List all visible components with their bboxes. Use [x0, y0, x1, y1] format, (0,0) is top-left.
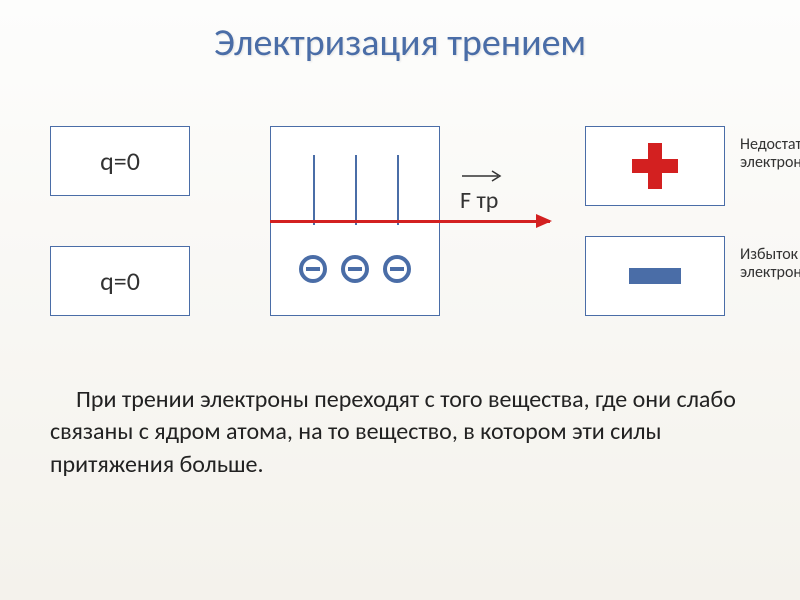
box-neutral-bottom: q=0	[50, 246, 190, 316]
q-label-top: q=0	[100, 145, 140, 177]
label-electron-deficit: Недостаток электронов	[740, 136, 800, 173]
body-paragraph: При трении электроны переходят с того ве…	[40, 384, 760, 481]
body-text-content: При трении электроны переходят с того ве…	[50, 385, 736, 479]
electron-path-line	[397, 155, 399, 225]
electron-path-line	[355, 155, 357, 225]
box-positive-charge	[585, 126, 725, 206]
box-neutral-top: q=0	[50, 126, 190, 196]
diagram-area: q=0 q=0 F тр Недостаток электронов Избыт…	[40, 96, 760, 366]
electron-icon	[383, 255, 411, 283]
electron-path-line	[313, 155, 315, 225]
electron-icon	[341, 255, 369, 283]
page-title: Электризация трением	[40, 20, 760, 66]
friction-force-arrow	[270, 220, 550, 223]
friction-label-text: F тр	[460, 186, 498, 215]
box-negative-charge	[585, 236, 725, 316]
electron-icon	[299, 255, 327, 283]
plus-icon	[632, 143, 678, 189]
label-electron-excess: Избыток электронов	[740, 246, 800, 283]
vector-arrow-icon	[460, 168, 504, 182]
friction-force-label: F тр	[460, 186, 498, 215]
q-label-bottom: q=0	[100, 265, 140, 297]
minus-icon	[629, 268, 681, 284]
